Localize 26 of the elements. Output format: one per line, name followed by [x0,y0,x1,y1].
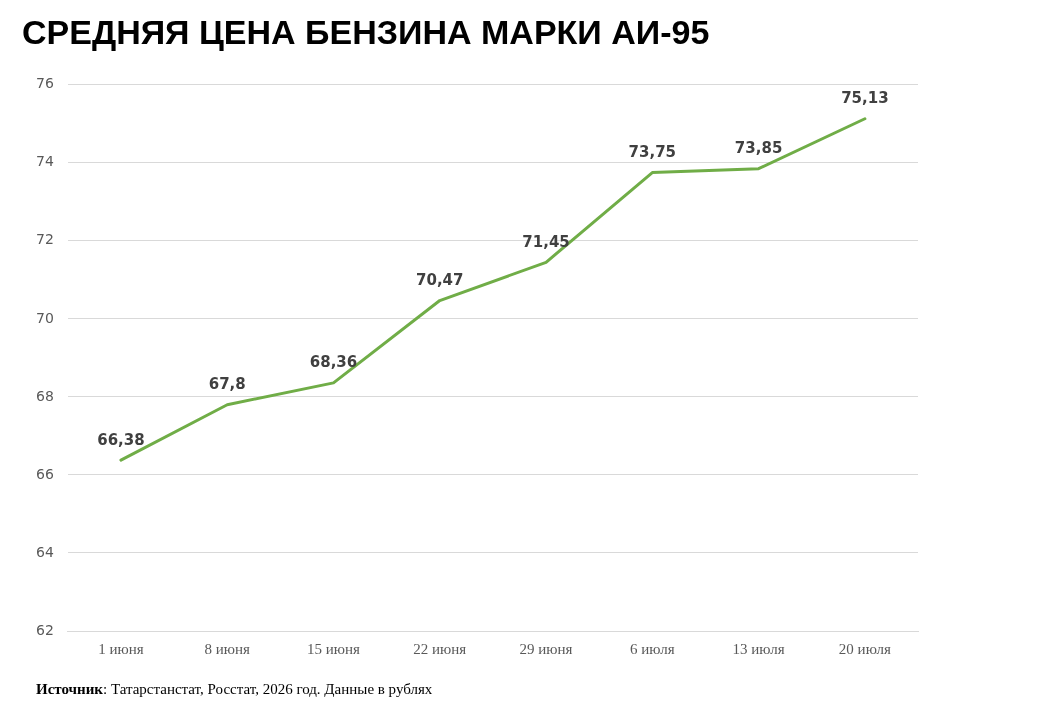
data-label: 66,38 [97,430,145,449]
x-tick-label: 8 июня [204,640,251,657]
y-tick-label: 70 [35,309,54,326]
y-tick-label: 74 [35,153,54,170]
data-label: 68,36 [309,353,358,372]
x-tick-label: 15 июня [307,640,361,657]
y-tick-label: 66 [35,465,54,482]
text: Источник: Татарстанстат, Росстат, 2026 год. Данные в рублях [36,681,433,697]
data-label: 75,13 [841,89,889,108]
y-tick-label: 64 [35,543,54,560]
y-tick-label: 68 [35,387,54,404]
y-tick-label: 76 [35,75,54,92]
y-tick-label: 72 [35,231,54,248]
data-label: 73,85 [734,139,783,158]
x-tick-label: 6 июля [630,640,675,657]
y-tick-label: 62 [35,621,54,638]
x-tick-label: 29 июня [519,640,573,657]
x-tick-label: 13 июля [732,640,785,657]
x-tick-label: 20 июля [838,640,891,657]
data-label: 73,75 [628,142,677,161]
data-label: 70,47 [416,270,464,289]
chart-title: СРЕДНЯЯ ЦЕНА БЕНЗИНА МАРКИ АИ-95 [22,12,710,51]
x-tick-label: 1 июня [98,640,144,657]
x-tick-label: 22 июня [413,640,467,657]
data-label: 67,8 [208,375,246,394]
data-label: 71,45 [522,232,570,251]
